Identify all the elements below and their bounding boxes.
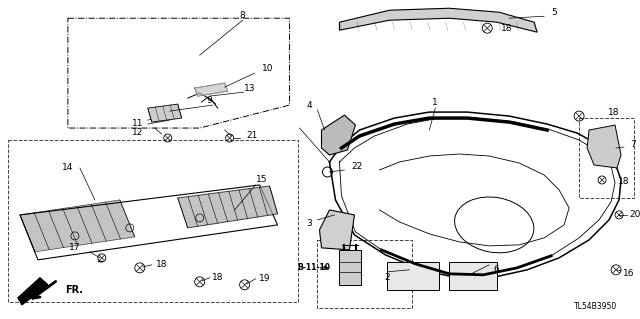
Text: 15: 15 [256, 175, 268, 184]
Polygon shape [195, 83, 228, 96]
Polygon shape [18, 278, 48, 305]
Text: 6: 6 [493, 265, 499, 274]
Polygon shape [587, 125, 621, 168]
Bar [449, 262, 497, 290]
Text: 1: 1 [433, 98, 438, 107]
Text: 18: 18 [618, 177, 630, 187]
Text: 10: 10 [262, 64, 273, 73]
Text: 18: 18 [156, 260, 168, 269]
Bar [317, 240, 412, 308]
Text: 19: 19 [259, 274, 270, 283]
Text: 20: 20 [629, 211, 640, 219]
Text: TL54B3950: TL54B3950 [574, 302, 617, 311]
Bar [339, 250, 362, 285]
Text: 16: 16 [623, 269, 635, 278]
Text: 7: 7 [630, 139, 636, 149]
Text: 2: 2 [385, 273, 390, 282]
Polygon shape [321, 115, 355, 155]
Bar [387, 262, 439, 290]
Text: 13: 13 [244, 84, 255, 93]
Text: 14: 14 [62, 163, 74, 173]
Bar [8, 140, 298, 302]
Text: 8: 8 [240, 11, 246, 20]
Text: 22: 22 [352, 162, 363, 172]
Text: 4: 4 [307, 100, 312, 110]
Polygon shape [178, 186, 278, 228]
Text: FR.: FR. [65, 285, 83, 295]
Text: 3: 3 [307, 219, 312, 228]
Text: 18: 18 [502, 24, 513, 33]
Text: B-11-10: B-11-10 [298, 263, 330, 272]
Text: 12: 12 [132, 128, 143, 137]
Text: 5: 5 [551, 8, 557, 17]
Bar [579, 118, 634, 198]
Polygon shape [339, 8, 537, 32]
Text: 11: 11 [132, 119, 143, 128]
Text: 17: 17 [69, 243, 81, 252]
Polygon shape [319, 210, 355, 250]
Text: 18: 18 [608, 108, 620, 116]
Polygon shape [20, 200, 135, 252]
Text: 21: 21 [246, 130, 257, 139]
Text: 18: 18 [212, 273, 223, 282]
Polygon shape [148, 104, 182, 122]
Text: 9: 9 [207, 96, 212, 105]
